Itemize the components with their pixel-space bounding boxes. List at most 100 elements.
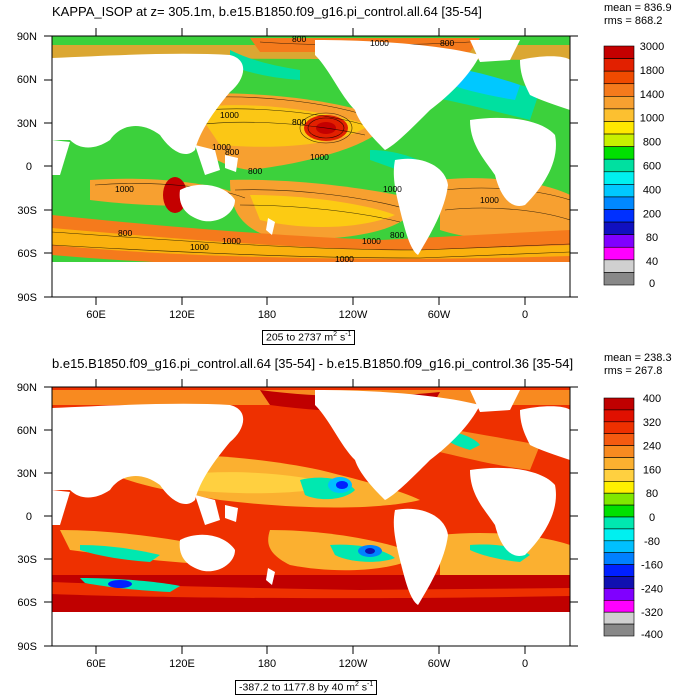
- colorbar-swatch: [603, 121, 635, 135]
- colorbar-swatch: [603, 469, 635, 482]
- colorbar-swatch: [603, 259, 635, 273]
- colorbar-label: 1000: [640, 113, 664, 125]
- colorbar-label: 600: [643, 161, 661, 173]
- top-range-sup2: -1: [345, 331, 352, 338]
- bottom-lat-axis: 90N 60N 30N 0 30S 60S 90S: [17, 382, 37, 653]
- bottom-so-red: [52, 582, 570, 599]
- top-range-sup: 2: [333, 331, 338, 338]
- colorbar-label: -80: [644, 536, 660, 548]
- colorbar-label: 40: [646, 256, 658, 268]
- top-map-stats: mean = 836.9 rms = 868.2: [604, 2, 672, 28]
- top-lat-axis: 90N 60N 30N 0 30S 60S 90S: [17, 31, 37, 304]
- lat-label: 30N: [17, 118, 37, 130]
- top-png: [225, 155, 238, 172]
- colorbar-label: 160: [643, 464, 661, 476]
- contour-label: 800: [292, 117, 306, 127]
- top-map-rms: rms = 868.2: [604, 15, 663, 27]
- top-new-zealand: [266, 218, 275, 235]
- top-map-title: KAPPA_ISOP at z= 305.1m, b.e15.B1850.f09…: [52, 4, 482, 19]
- colorbar-swatch: [603, 576, 635, 589]
- colorbar-swatch: [603, 234, 635, 248]
- colorbar-swatch: [603, 221, 635, 235]
- top-so-yellow: [52, 228, 570, 259]
- colorbar-label: 400: [643, 184, 661, 196]
- top-ticks: [44, 28, 578, 305]
- bottom-range-sup: 2: [354, 681, 359, 688]
- bottom-np-yellow: [180, 472, 340, 494]
- colorbar-swatch: [603, 146, 635, 160]
- top-bering-cool: [230, 50, 300, 80]
- top-greenland: [470, 40, 520, 62]
- colorbar-swatch: [603, 457, 635, 470]
- top-map-panel: KAPPA_ISOP at z= 305.1m, b.e15.B1850.f09…: [17, 2, 672, 345]
- colorbar-swatch: [603, 409, 635, 423]
- contour-label: 800: [390, 230, 404, 240]
- top-antarctica: [52, 262, 570, 297]
- lat-label: 90N: [17, 31, 37, 43]
- colorbar-label: 80: [646, 488, 658, 500]
- bottom-australia: [179, 534, 235, 572]
- lon-label: 120E: [169, 309, 195, 321]
- bottom-continents: [52, 390, 570, 605]
- colorbar-swatch: [603, 83, 635, 97]
- top-map-svg: 800 1000 800 1000 800 1000 1000 1000 800…: [17, 28, 664, 321]
- bottom-eurasia: [52, 403, 244, 505]
- bottom-range-text: -387.2 to 1177.8 by 40 m: [239, 681, 355, 694]
- bottom-sp-deep: [365, 548, 375, 554]
- colorbar-swatch: [603, 421, 635, 435]
- colorbar-swatch: [603, 158, 635, 173]
- colorbar-swatch: [603, 108, 635, 122]
- top-agulhas-hot: [163, 177, 187, 213]
- bottom-range-tail: s: [358, 681, 368, 694]
- contour-label: 1000: [222, 236, 241, 246]
- contour-label: 800: [225, 147, 239, 157]
- lon-label: 120W: [339, 309, 368, 321]
- top-eurasia: [52, 53, 244, 155]
- lon-label: 60E: [86, 658, 106, 670]
- bottom-africa-east: [52, 490, 70, 525]
- colorbar-swatch: [603, 623, 635, 637]
- contour-label: 1000: [335, 254, 354, 264]
- top-range-label: 205 to 2737 m2 s-1: [262, 330, 356, 345]
- contour-label: 1000: [480, 195, 499, 205]
- colorbar-label: -400: [641, 629, 663, 641]
- top-maritime: [195, 145, 220, 175]
- colorbar-swatch: [603, 516, 635, 530]
- top-continents: [52, 40, 570, 255]
- lat-label: 30S: [17, 205, 37, 217]
- colorbar-swatch: [603, 58, 635, 72]
- colorbar-swatch: [603, 504, 635, 518]
- contour-label: 1000: [220, 110, 239, 120]
- lon-label: 60W: [428, 309, 451, 321]
- bottom-indian-cool: [80, 545, 160, 562]
- colorbar-swatch: [603, 397, 635, 411]
- top-range-text: 205 to 2737 m: [266, 331, 334, 344]
- top-australia: [179, 184, 235, 222]
- bottom-lon-axis: 60E 120E 180 120W 60W 0: [86, 658, 528, 670]
- colorbar-label: -160: [641, 560, 663, 572]
- lat-label: 0: [26, 161, 32, 173]
- colorbar-swatch: [603, 209, 635, 223]
- top-south-america: [393, 158, 448, 255]
- colorbar-label: 0: [649, 278, 655, 290]
- bottom-map-mean: mean = 238.3: [604, 352, 672, 364]
- top-south-atlantic-warm: [440, 178, 570, 242]
- lat-label: 0: [26, 511, 32, 523]
- contour-label: 1000: [190, 242, 209, 252]
- colorbar-swatch: [603, 96, 635, 110]
- contour-label: 1000: [115, 184, 134, 194]
- top-north-america: [315, 40, 480, 150]
- top-europe: [520, 56, 570, 110]
- top-lon-axis: 60E 120E 180 120W 60W 0: [86, 309, 528, 321]
- lat-label: 60S: [17, 597, 37, 609]
- contour-label: 1000: [383, 184, 402, 194]
- colorbar-swatch: [603, 588, 635, 601]
- top-africa: [470, 117, 556, 206]
- colorbar-swatch: [603, 133, 635, 147]
- lon-label: 120E: [169, 658, 195, 670]
- bottom-np-deep: [336, 481, 348, 489]
- colorbar-label: 1400: [640, 89, 664, 101]
- bottom-antarctica: [52, 612, 570, 646]
- contour-label: 800: [248, 166, 262, 176]
- colorbar-swatch: [603, 492, 635, 506]
